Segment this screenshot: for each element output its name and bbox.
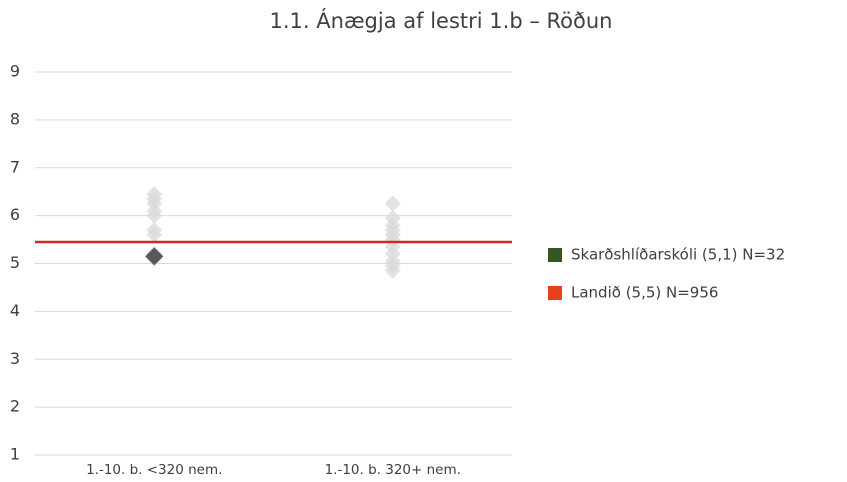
x-tick-label: 1.-10. b. <320 nem. [86, 462, 222, 478]
legend-label: Skarðshlíðarskóli (5,1) N=32 [571, 246, 785, 264]
y-tick-label: 5 [10, 253, 20, 272]
legend-swatch [548, 286, 562, 300]
other-school-marker [146, 207, 163, 224]
y-tick-label: 1 [10, 445, 20, 464]
y-tick-label: 7 [10, 157, 20, 176]
y-tick-label: 3 [10, 349, 20, 368]
y-tick-label: 4 [10, 301, 20, 320]
other-school-marker [146, 226, 163, 243]
chart-title: 1.1. Ánægja af lestri 1.b – Röðun [270, 8, 613, 33]
legend-label: Landið (5,5) N=956 [571, 284, 718, 302]
other-school-marker [384, 195, 401, 212]
school-marker [145, 247, 164, 266]
y-tick-label: 2 [10, 397, 20, 416]
x-tick-label: 1.-10. b. 320+ nem. [325, 462, 461, 478]
y-tick-label: 9 [10, 62, 20, 81]
other-school-marker [384, 262, 401, 279]
legend-swatch [548, 248, 562, 262]
y-tick-label: 8 [10, 109, 20, 128]
y-tick-label: 6 [10, 205, 20, 224]
